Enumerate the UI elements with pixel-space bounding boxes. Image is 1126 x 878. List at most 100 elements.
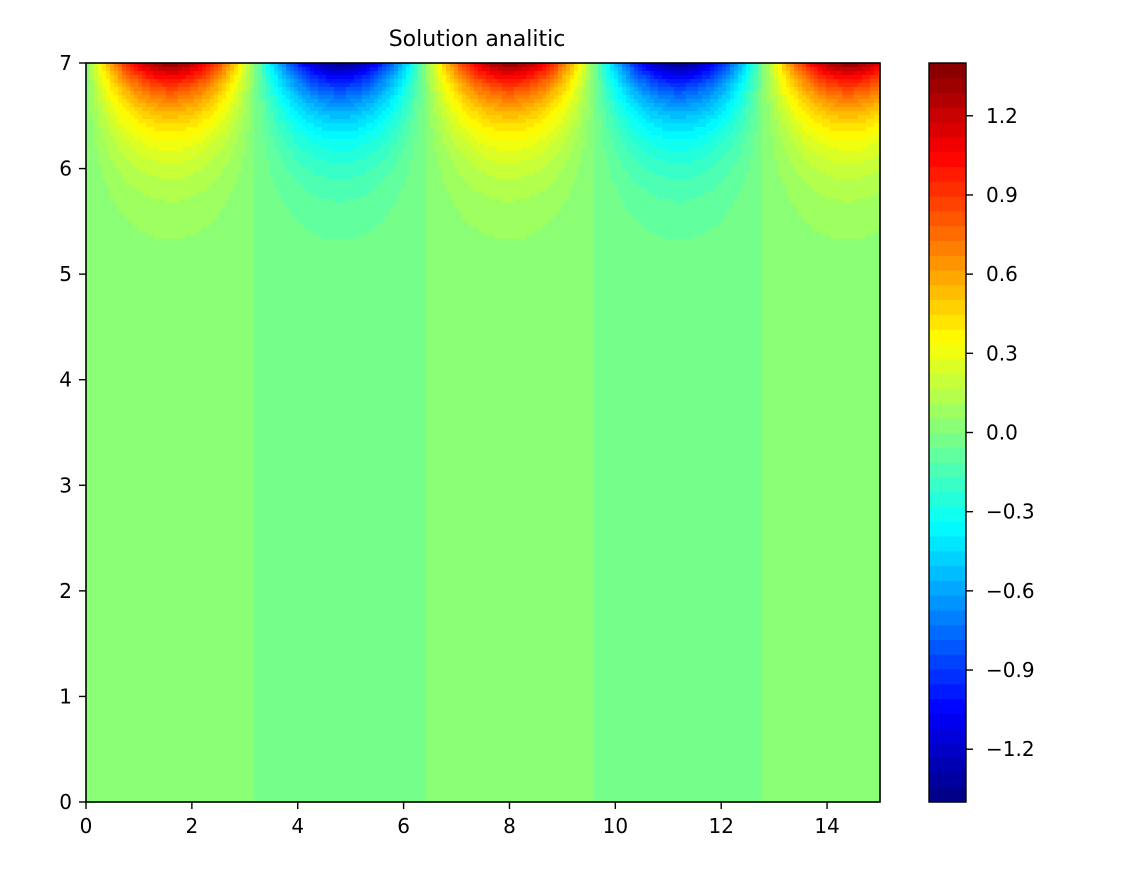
contour-cell [786, 127, 791, 132]
contour-cell [718, 119, 723, 124]
contour-cell [646, 131, 651, 136]
contour-cell [282, 95, 287, 100]
contour-cell [578, 99, 583, 104]
contour-cell [434, 87, 439, 92]
contour-cell [654, 87, 659, 92]
contour-cell [610, 107, 615, 112]
contour-cell [550, 83, 555, 88]
contour-cell [734, 95, 739, 100]
contour-cell [538, 71, 543, 76]
contour-cell [162, 155, 167, 160]
contour-cell [706, 115, 711, 120]
contour-cell [742, 83, 747, 88]
contour-cell [142, 143, 147, 148]
contour-cell [278, 67, 283, 72]
contour-cell [618, 75, 623, 80]
contour-cell [378, 119, 383, 124]
contour-cell [274, 91, 279, 96]
contour-cell [674, 79, 679, 84]
contour-cell [278, 119, 283, 124]
contour-cell [338, 131, 343, 136]
contour-cell [626, 155, 631, 160]
contour-cell [822, 67, 827, 72]
contour-cell [218, 135, 223, 140]
contour-cell [466, 103, 471, 108]
contour-cell [550, 91, 555, 96]
contour-cell [158, 119, 163, 124]
contour-cell [702, 67, 707, 72]
contour-cell [122, 115, 127, 120]
contour-cell [122, 147, 127, 152]
contour-cell [534, 119, 539, 124]
contour-cell [830, 131, 835, 136]
contour-cell [302, 159, 307, 164]
contour-cell [214, 123, 219, 128]
contour-cell [522, 135, 527, 140]
contour-cell [402, 79, 407, 84]
contour-cell [506, 99, 511, 104]
contour-cell [602, 71, 607, 76]
contour-cell [738, 115, 743, 120]
contour-cell [338, 135, 343, 140]
contour-cell [210, 159, 215, 164]
contour-cell [702, 79, 707, 84]
contour-cell [342, 111, 347, 116]
contour-cell [450, 123, 455, 128]
contour-cell [506, 107, 511, 112]
contour-cell [214, 143, 219, 148]
contour-cell [262, 123, 267, 128]
contour-cell [94, 131, 99, 136]
contour-cell [182, 71, 187, 76]
contour-cell [454, 119, 459, 124]
contour-cell [366, 71, 371, 76]
contour-cell [530, 107, 535, 112]
contour-cell [98, 151, 103, 156]
contour-cell [626, 99, 631, 104]
contour-cell [542, 95, 547, 100]
contour-cell [210, 111, 215, 116]
contour-cell [314, 131, 319, 136]
contour-cell [266, 147, 271, 152]
contour-cell [322, 91, 327, 96]
contour-cell [454, 67, 459, 72]
contour-cell [306, 155, 311, 160]
contour-cell [810, 131, 815, 136]
contour-cell [250, 103, 255, 108]
contour-cell [346, 75, 351, 80]
contour-cell [442, 151, 447, 156]
contour-cell [794, 143, 799, 148]
contour-cell [230, 107, 235, 112]
contour-cell [802, 155, 807, 160]
contour-cell [486, 119, 491, 124]
contour-cell [410, 155, 415, 160]
contour-cell [794, 87, 799, 92]
contour-cell [506, 83, 511, 88]
contour-cell [550, 87, 555, 92]
contour-cell [450, 147, 455, 152]
contour-cell [782, 147, 787, 152]
contour-cell [422, 83, 427, 88]
contour-cell [674, 159, 679, 164]
contour-cell [254, 83, 259, 88]
contour-cell [354, 83, 359, 88]
contour-cell [190, 131, 195, 136]
contour-cell [238, 143, 243, 148]
contour-cell [502, 103, 507, 108]
contour-cell [830, 71, 835, 76]
contour-cell [782, 155, 787, 160]
contour-cell [474, 103, 479, 108]
contour-cell [414, 99, 419, 104]
contour-cell [742, 107, 747, 112]
contour-cell [190, 135, 195, 140]
contour-cell [790, 139, 795, 144]
contour-cell [414, 159, 419, 164]
contour-cell [198, 159, 203, 164]
contour-cell [226, 103, 231, 108]
contour-cell [658, 139, 663, 144]
contour-cell [354, 147, 359, 152]
contour-cell [330, 75, 335, 80]
contour-cell [842, 143, 847, 148]
contour-cell [322, 87, 327, 92]
contour-cell [450, 151, 455, 156]
contour-cell [306, 159, 311, 164]
